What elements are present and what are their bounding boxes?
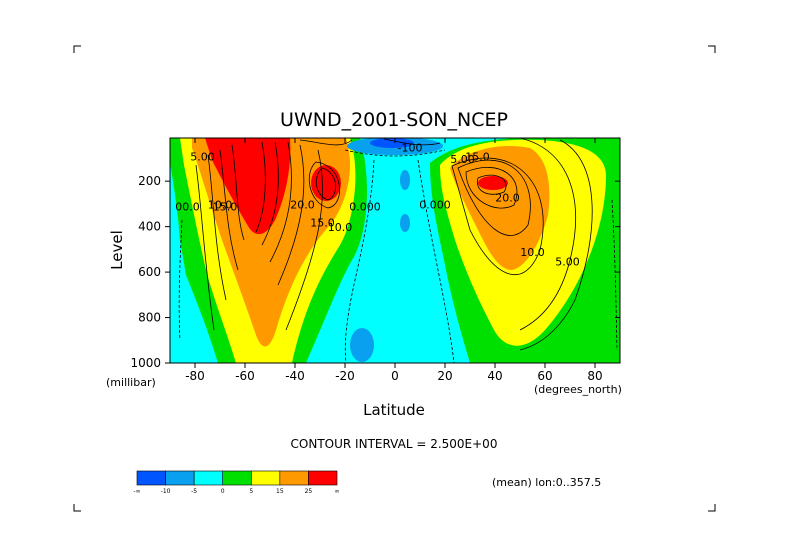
- contour-label: 5.00: [450, 153, 475, 166]
- contour-label: 00.0: [175, 201, 200, 214]
- x-tick-label: -40: [285, 369, 305, 383]
- x-tick-label: 80: [587, 369, 602, 383]
- y-tick-label: 200: [138, 174, 161, 188]
- colorbar-label: ∞: [335, 488, 340, 495]
- colorbar-swatch: [279, 470, 309, 486]
- y-tick-label: 800: [138, 311, 161, 325]
- x-tick-label: -20: [335, 369, 355, 383]
- contour-label: 20.0: [290, 198, 315, 211]
- field-easterly-blob-1: [400, 170, 410, 190]
- contour-label: 10.0: [520, 246, 545, 259]
- colorbar-swatch: [165, 470, 195, 486]
- colorbar-swatch: [308, 470, 338, 486]
- colorbar-swatch: [136, 470, 166, 486]
- colorbar-label: -∞: [133, 488, 140, 495]
- y-unit-label: (millibar): [106, 376, 156, 389]
- colorbar-label: 15: [276, 488, 284, 495]
- y-axis: 200 400 600 800 1000: [130, 174, 620, 370]
- contour-label: 20.0: [495, 192, 520, 205]
- x-unit-label: (degrees_north): [534, 383, 622, 396]
- x-tick-label: -60: [235, 369, 255, 383]
- x-tick-label: 40: [487, 369, 502, 383]
- colorbar-label: -10: [161, 488, 171, 495]
- colorbar-label: 0: [221, 488, 225, 495]
- y-tick-label: 1000: [130, 356, 161, 370]
- corner-mark-top-left: [73, 45, 81, 53]
- dashed-contour-lines: [178, 149, 618, 363]
- contour-label: 0.000: [419, 198, 451, 211]
- contour-label: 0.000: [349, 201, 381, 214]
- contour-label: 15.0: [310, 217, 335, 230]
- x-tick-label: -80: [185, 369, 205, 383]
- field-easterly-blob-2: [400, 214, 410, 232]
- field-nh-red-jet: [478, 176, 508, 190]
- x-tick-label: 20: [437, 369, 452, 383]
- mean-longitude-note: (mean) lon:0..357.5: [492, 476, 601, 489]
- contour-label: -100: [398, 142, 423, 155]
- chart-title: UWND_2001-SON_NCEP: [280, 109, 508, 131]
- contour-label: 10.0: [208, 198, 233, 211]
- contour-lines: [195, 138, 593, 351]
- contour-label: 5.00: [190, 151, 215, 164]
- contour-label: 10.0: [328, 221, 353, 234]
- field-sh-red-jet: [205, 138, 291, 235]
- corner-mark-bottom-right: [708, 504, 716, 512]
- y-axis-title: Level: [108, 230, 126, 270]
- colorbar-swatch: [222, 470, 252, 486]
- contour-label: 15.0: [213, 201, 238, 214]
- y-tick-label: 600: [138, 265, 161, 279]
- colorbar-swatch: [250, 470, 281, 486]
- colorbar-label: 5: [249, 488, 253, 495]
- field-easterly-core: [370, 138, 414, 148]
- page-corner-marks: [73, 45, 716, 512]
- contour-interval-note: CONTOUR INTERVAL = 2.500E+00: [291, 437, 498, 451]
- colorbar-label: 25: [305, 488, 313, 495]
- y-tick-label: 400: [138, 220, 161, 234]
- colorbar: -∞ -10 -5 0 5 15 25 ∞: [133, 470, 340, 495]
- x-axis: -80 -60 -40 -20 0 20 40 60 80: [185, 138, 603, 383]
- x-axis-title: Latitude: [363, 401, 425, 419]
- colorbar-label: -5: [191, 488, 197, 495]
- corner-mark-bottom-left: [73, 504, 81, 512]
- field-easterly-blob-3: [350, 328, 374, 362]
- x-tick-label: 0: [391, 369, 399, 383]
- contour-label: 5.00: [555, 255, 580, 268]
- x-tick-label: 60: [537, 369, 552, 383]
- colorbar-swatch: [193, 470, 224, 486]
- corner-mark-top-right: [708, 45, 716, 53]
- field-sh-red-subjet: [311, 165, 341, 201]
- contour-label: 15.0: [465, 151, 490, 164]
